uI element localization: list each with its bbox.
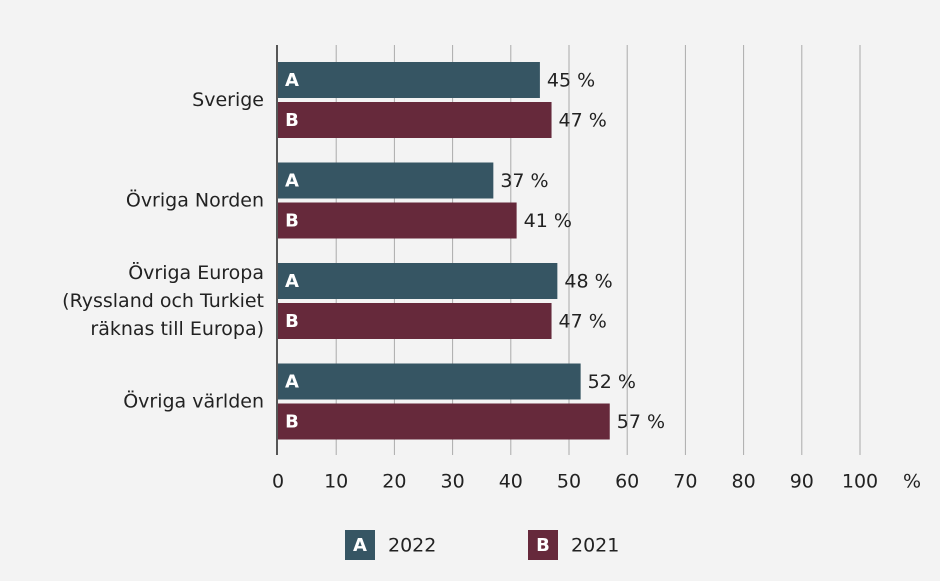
x-tick-label: 10 — [324, 471, 348, 493]
bar — [278, 162, 494, 199]
y-tick-label: Övriga världen — [123, 389, 264, 412]
bar — [278, 303, 552, 339]
x-tick-label: 60 — [615, 471, 639, 493]
bar-letter: B — [285, 211, 299, 232]
value-label: 57 % — [617, 411, 665, 433]
bar-letter: B — [285, 412, 299, 433]
bar-letter: B — [285, 110, 299, 131]
x-tick-label: 40 — [499, 471, 523, 493]
legend-swatch — [528, 530, 558, 560]
legend-label: 2021 — [571, 535, 619, 557]
bar-letter: A — [285, 372, 299, 393]
value-label: 48 % — [564, 271, 612, 293]
bar — [278, 263, 558, 299]
x-tick-label: 100 — [842, 471, 878, 493]
value-label: 45 % — [547, 70, 595, 92]
bar — [278, 403, 610, 440]
x-tick-label: 70 — [673, 471, 697, 493]
y-tick-label: Övriga Norden — [126, 188, 264, 211]
y-tick-label: Sverige — [192, 89, 264, 111]
bar-letter: B — [285, 311, 299, 332]
bar-letter: A — [285, 70, 299, 91]
legend-swatch — [345, 530, 375, 560]
legend-letter: A — [353, 535, 367, 556]
legend-letter: B — [536, 535, 550, 556]
x-tick-label: 90 — [790, 471, 814, 493]
x-tick-label: 0 — [272, 471, 284, 493]
legend-label: 2022 — [388, 535, 436, 557]
x-tick-label: 30 — [441, 471, 465, 493]
bar — [278, 102, 552, 138]
x-tick-label: 20 — [382, 471, 406, 493]
x-tick-label: 50 — [557, 471, 581, 493]
bar — [278, 202, 517, 239]
x-axis-unit: % — [903, 471, 921, 493]
bar — [278, 363, 581, 400]
bar-letter: A — [285, 271, 299, 292]
bar — [278, 62, 540, 98]
x-tick-label: 80 — [732, 471, 756, 493]
value-label: 37 % — [500, 170, 548, 192]
value-label: 52 % — [588, 371, 636, 393]
value-label: 41 % — [524, 210, 572, 232]
value-label: 47 % — [559, 110, 607, 132]
y-tick-label: Övriga Europa (Ryssland och Turkiet räknas… — [62, 261, 264, 340]
value-label: 47 % — [559, 311, 607, 333]
bar-letter: A — [285, 171, 299, 192]
